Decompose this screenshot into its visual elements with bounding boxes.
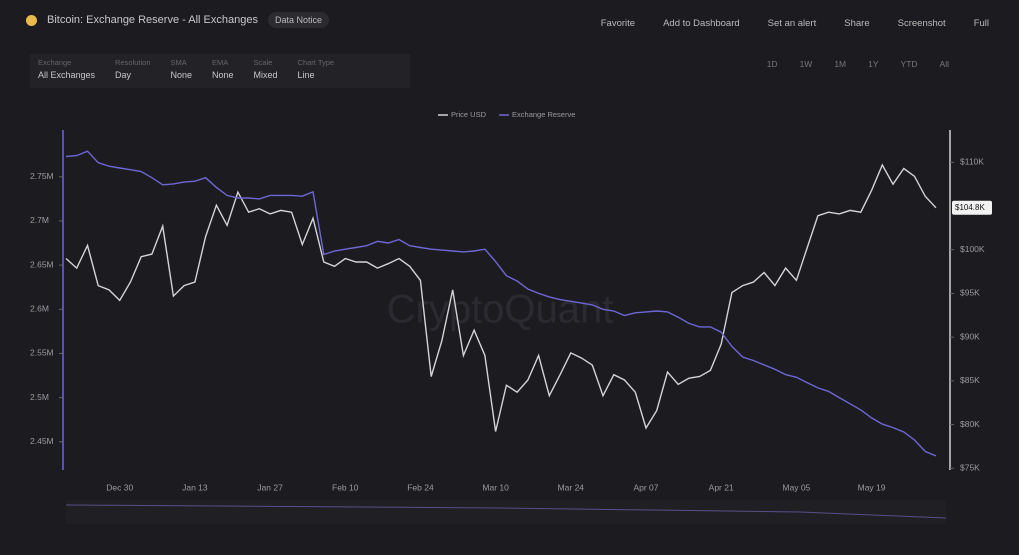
x-tick-label: May 05: [782, 482, 810, 492]
range[interactable]: 1M: [834, 59, 847, 69]
x-tick-label: Jan 27: [257, 482, 283, 492]
y-tick-label: 2.7M: [30, 215, 49, 225]
x-tick-label: Apr 21: [709, 482, 734, 492]
legend-label: Exchange Reserve: [512, 110, 575, 119]
control-value: All Exchanges: [38, 70, 96, 80]
control-value: Mixed: [253, 70, 278, 80]
action[interactable]: Set an alert: [767, 18, 817, 29]
y-tick-label: 2.75M: [30, 171, 54, 181]
range[interactable]: 1W: [799, 59, 813, 69]
action[interactable]: Share: [844, 18, 870, 29]
bitcoin-icon: [26, 14, 37, 26]
title: Bitcoin: Exchange Reserve - All Exchange…: [47, 14, 258, 26]
price-marker: [952, 200, 992, 215]
y-tick-label: 2.65M: [30, 259, 54, 269]
control-value: None: [170, 70, 193, 80]
y-tick-label: 2.6M: [30, 304, 49, 314]
y2-tick-label: $75K: [960, 463, 980, 473]
price-marker-label: $104.8K: [955, 203, 985, 212]
control-label: Exchange: [38, 58, 72, 67]
control-value: Day: [115, 70, 132, 80]
control[interactable]: Resolution Day: [115, 54, 150, 88]
watermark: CryptoQuant: [387, 288, 614, 332]
legend-label: Price USD: [451, 110, 487, 119]
control-value: Line: [297, 70, 315, 80]
x-tick-label: Jan 13: [182, 482, 208, 492]
actions: Favorite Add to Dashboard Set an alert S…: [601, 18, 989, 29]
control[interactable]: Exchange All Exchanges: [38, 54, 95, 88]
series-line: [65, 150, 937, 457]
x-tick-label: Dec 30: [106, 482, 133, 492]
y-tick-label: 2.5M: [30, 392, 49, 402]
y2-tick-label: $85K: [960, 375, 980, 385]
x-tick-label: Apr 07: [633, 482, 658, 492]
x-tick-label: Mar 24: [558, 482, 585, 492]
range[interactable]: 1Y: [868, 59, 879, 69]
control-label: Resolution: [115, 58, 151, 67]
action[interactable]: Favorite: [600, 18, 636, 29]
action[interactable]: Full: [973, 18, 989, 29]
x-tick-label: Mar 10: [482, 482, 509, 492]
navigator[interactable]: [66, 500, 946, 524]
range[interactable]: YTD: [900, 59, 918, 69]
y2-tick-label: $95K: [960, 288, 980, 298]
data-notice[interactable]: Data Notice: [267, 12, 329, 28]
x-tick-label: May 19: [858, 482, 886, 492]
x-tick-label: Feb 10: [332, 482, 359, 492]
y2-tick-label: $80K: [960, 419, 980, 429]
y-tick-label: 2.45M: [30, 436, 54, 446]
action[interactable]: Screenshot: [897, 18, 946, 29]
range[interactable]: 1D: [766, 59, 778, 69]
control-label: EMA: [212, 58, 229, 67]
y2-tick-label: $100K: [960, 244, 985, 254]
controls: Exchange All Exchanges Resolution Day SMA N…: [30, 54, 410, 88]
control-label: SMA: [170, 58, 187, 67]
control-value: None: [212, 70, 234, 80]
ranges: 1D 1W 1M 1Y YTD All: [767, 59, 949, 69]
control[interactable]: SMA None: [171, 54, 193, 88]
range[interactable]: All: [939, 59, 949, 69]
y2-tick-label: $110K: [960, 157, 984, 167]
y2-tick-label: $90K: [960, 331, 980, 341]
control[interactable]: Scale Mixed: [254, 54, 278, 88]
y-tick-label: 2.55M: [30, 348, 54, 358]
title-bar: Bitcoin: Exchange Reserve - All Exchange…: [26, 12, 329, 28]
control-label: Chart Type: [297, 58, 335, 67]
control-label: Scale: [253, 58, 273, 67]
control[interactable]: EMA None: [212, 54, 234, 88]
x-tick-label: Feb 24: [407, 482, 434, 492]
action[interactable]: Add to Dashboard: [663, 18, 740, 29]
control[interactable]: Chart Type Line: [298, 54, 335, 88]
series-line: [65, 163, 937, 432]
navigator-line: [65, 504, 947, 519]
